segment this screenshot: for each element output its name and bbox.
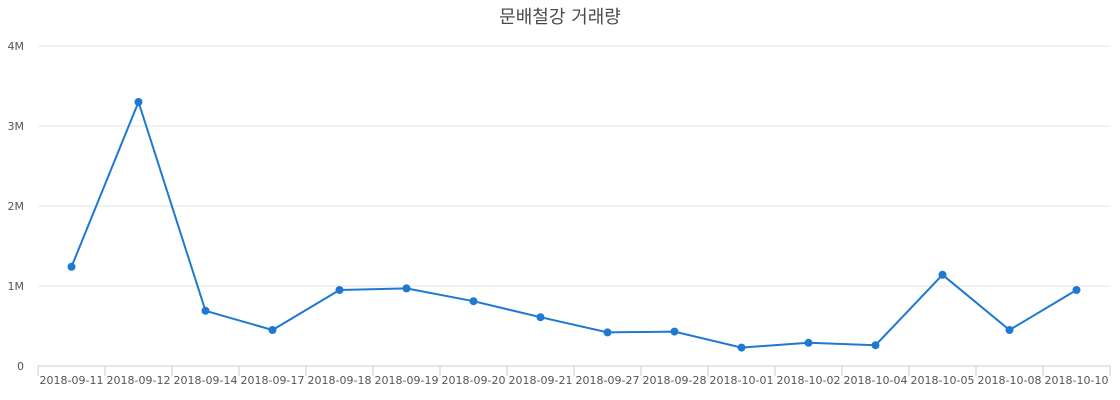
data-point xyxy=(1072,286,1081,294)
data-point xyxy=(938,270,947,279)
data-point xyxy=(670,327,679,336)
x-tick-label: 2018-09-21 xyxy=(509,374,573,387)
y-tick-label: 3M xyxy=(8,120,25,133)
x-tick-label: 2018-09-11 xyxy=(40,374,104,387)
data-point xyxy=(67,262,76,271)
x-tick-label: 2018-09-20 xyxy=(442,374,506,387)
y-tick-label: 1M xyxy=(8,280,25,293)
data-point xyxy=(737,343,746,352)
data-point xyxy=(201,306,210,315)
series-line xyxy=(70,99,1078,349)
data-point xyxy=(335,286,344,294)
y-tick-label: 2M xyxy=(8,200,25,213)
x-axis-ticks: 2018-09-11 2018-09-12 2018-09-14 2018-09-17… xyxy=(37,366,1111,387)
x-tick-label: 2018-10-04 xyxy=(844,374,908,387)
chart-title: 문배철강 거래량 xyxy=(499,7,621,28)
data-point xyxy=(134,98,143,106)
x-tick-label: 2018-10-08 xyxy=(978,374,1042,387)
y-tick-label: 0 xyxy=(17,360,24,373)
data-point xyxy=(402,284,411,293)
y-axis-ticks: 0 1M 2M 3M 4M xyxy=(8,40,25,373)
x-tick-label: 2018-09-19 xyxy=(375,374,439,387)
x-tick-label: 2018-10-02 xyxy=(777,374,841,387)
data-point xyxy=(603,328,612,337)
x-tick-label: 2018-10-05 xyxy=(911,374,975,387)
x-tick-label: 2018-09-18 xyxy=(308,374,372,387)
series-layer xyxy=(67,98,1081,352)
gridlines xyxy=(38,45,1110,367)
x-tick-label: 2018-09-14 xyxy=(174,374,238,387)
x-tick-label: 2018-10-01 xyxy=(710,374,774,387)
data-point xyxy=(804,338,813,347)
data-point xyxy=(268,326,277,334)
data-point xyxy=(536,313,545,322)
y-tick-label: 4M xyxy=(8,40,25,53)
x-tick-label: 2018-09-17 xyxy=(241,374,305,387)
x-tick-label: 2018-09-28 xyxy=(643,374,707,387)
data-point xyxy=(1005,326,1014,334)
data-point xyxy=(469,297,478,306)
data-point xyxy=(871,341,880,350)
x-tick-label: 2018-09-12 xyxy=(107,374,171,387)
x-tick-label: 2018-10-10 xyxy=(1045,374,1109,387)
x-tick-label: 2018-09-27 xyxy=(576,374,640,387)
